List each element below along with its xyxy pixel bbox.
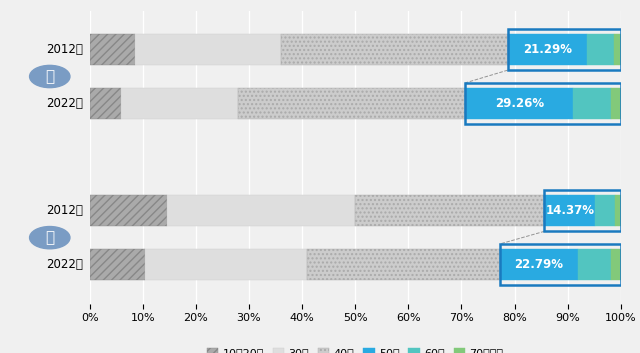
Bar bbox=[465, 83, 621, 124]
Bar bbox=[500, 249, 579, 280]
Legend: 10・20代, 30代, 40代, 50代, 60代, 70歳以上: 10・20代, 30代, 40代, 50代, 60代, 70歳以上 bbox=[203, 343, 508, 353]
Text: 14.37%: 14.37% bbox=[545, 204, 594, 217]
Bar bbox=[145, 249, 307, 280]
Bar bbox=[135, 34, 281, 65]
Text: 29.26%: 29.26% bbox=[495, 97, 544, 110]
Bar bbox=[307, 249, 500, 280]
Bar bbox=[465, 88, 573, 119]
Bar bbox=[614, 195, 621, 226]
Bar bbox=[588, 34, 614, 65]
Bar bbox=[238, 88, 465, 119]
Bar bbox=[90, 34, 135, 65]
Text: 夫: 夫 bbox=[45, 69, 54, 84]
Text: 2022年: 2022年 bbox=[46, 97, 83, 110]
Text: 21.29%: 21.29% bbox=[523, 43, 572, 56]
Bar bbox=[166, 195, 355, 226]
Circle shape bbox=[29, 227, 70, 249]
Bar bbox=[508, 34, 588, 65]
Bar bbox=[611, 88, 621, 119]
Bar bbox=[90, 249, 145, 280]
Text: 2012年: 2012年 bbox=[46, 43, 83, 56]
Bar bbox=[595, 195, 614, 226]
Bar bbox=[545, 190, 621, 231]
Bar bbox=[90, 88, 122, 119]
Bar bbox=[355, 195, 545, 226]
Text: 2012年: 2012年 bbox=[46, 204, 83, 217]
Bar bbox=[611, 249, 621, 280]
Bar bbox=[281, 34, 508, 65]
Bar bbox=[500, 244, 621, 285]
Bar bbox=[508, 29, 621, 70]
Bar bbox=[579, 249, 611, 280]
Text: 2022年: 2022年 bbox=[46, 258, 83, 271]
Bar bbox=[122, 88, 238, 119]
Bar bbox=[545, 195, 595, 226]
Bar bbox=[573, 88, 611, 119]
Text: 22.79%: 22.79% bbox=[515, 258, 564, 271]
Bar bbox=[90, 195, 166, 226]
Bar bbox=[614, 34, 621, 65]
Text: 妻: 妻 bbox=[45, 230, 54, 245]
Circle shape bbox=[29, 65, 70, 88]
